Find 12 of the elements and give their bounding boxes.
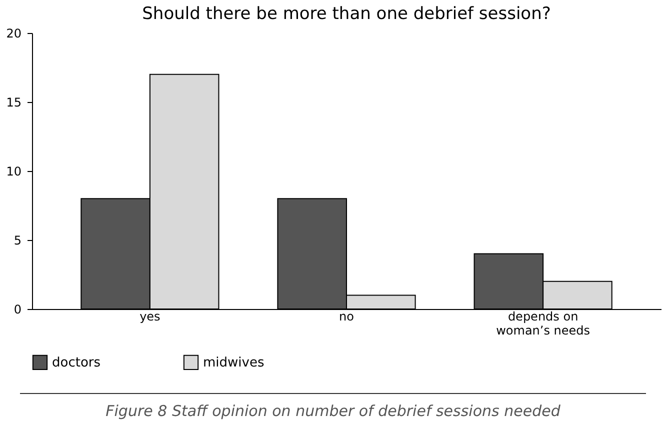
x-tick-label: no bbox=[339, 310, 354, 324]
y-tick-label: 20 bbox=[6, 26, 22, 40]
y-tick-label: 5 bbox=[14, 234, 22, 248]
y-tick-label: 10 bbox=[6, 164, 22, 178]
x-tick-label: depends on woman’s needs bbox=[496, 310, 590, 338]
chart-title: Should there be more than one debrief session? bbox=[142, 4, 551, 24]
y-tick-label: 0 bbox=[14, 302, 22, 316]
y-tick-label: 15 bbox=[6, 96, 22, 110]
legend-label: midwives bbox=[203, 355, 264, 370]
legend-label: doctors bbox=[52, 355, 101, 370]
caption: Figure 8 Staff opinion on number of debrief sessions needed bbox=[20, 393, 646, 420]
x-tick-label: yes bbox=[140, 310, 160, 324]
